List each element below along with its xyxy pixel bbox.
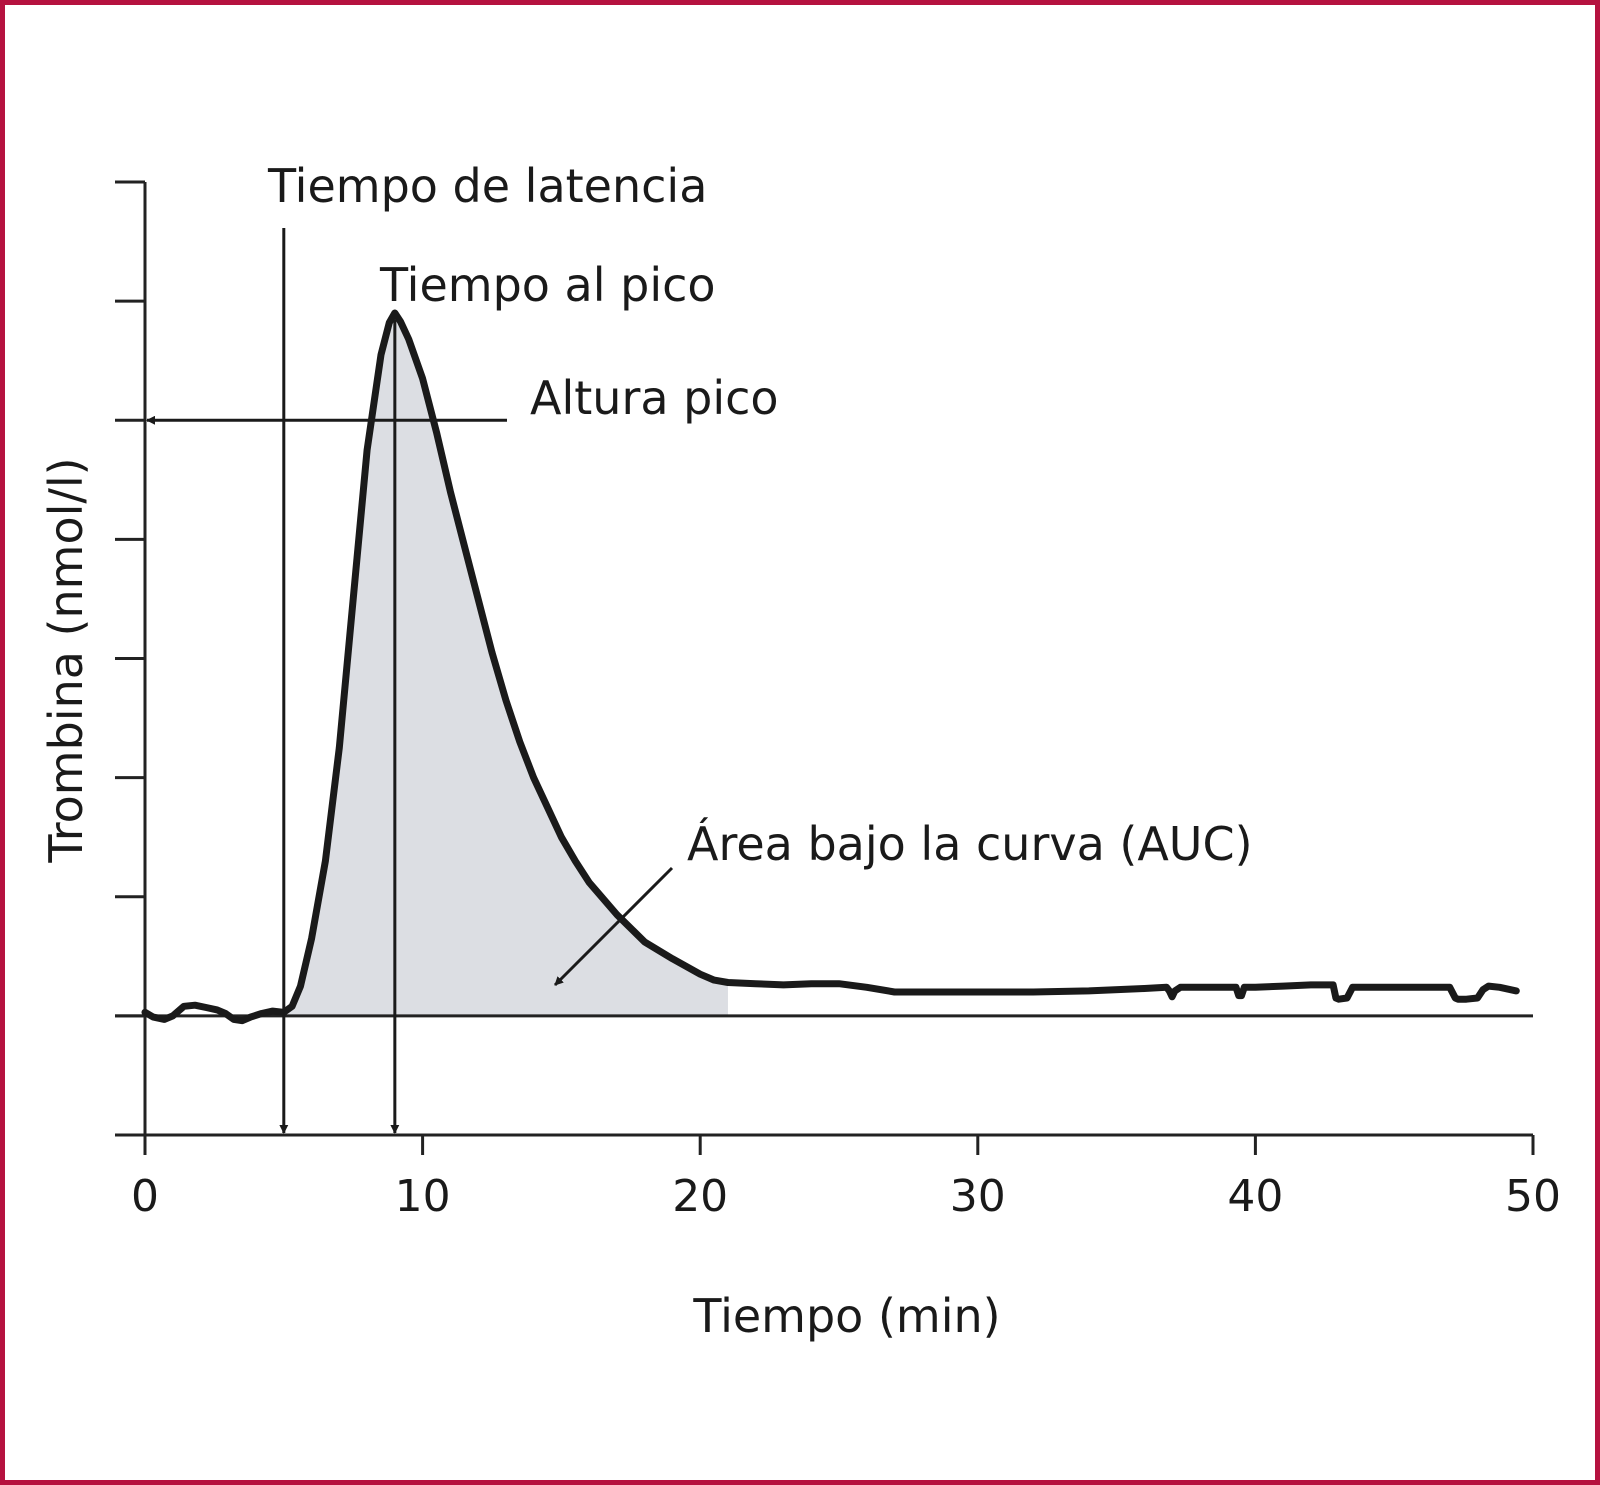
x-axis-title: Tiempo (min) [692,1289,1000,1343]
latency-time-label: Tiempo de latencia [267,159,707,213]
auc-label: Área bajo la curva (AUC) [687,817,1253,871]
series-line-layer [141,309,1520,1025]
x-tick-label: 20 [672,1171,728,1222]
auc-arrow [553,866,674,987]
axes [115,180,1535,1155]
time-to-peak-label: Tiempo al pico [379,258,716,312]
peak-height-label: Altura pico [530,371,779,425]
x-tick-label: 40 [1227,1171,1283,1222]
x-tick-label: 30 [950,1171,1006,1222]
thrombin-curve [141,309,1520,1025]
annotation-lines [146,228,674,1134]
y-axis-title: Trombina (nmol/l) [39,457,93,863]
tick-labels: 0 10 20 30 40 50 [131,1171,1561,1222]
x-tick-label: 0 [131,1171,159,1222]
x-tick-label: 10 [395,1171,451,1222]
x-tick-label: 50 [1505,1171,1561,1222]
